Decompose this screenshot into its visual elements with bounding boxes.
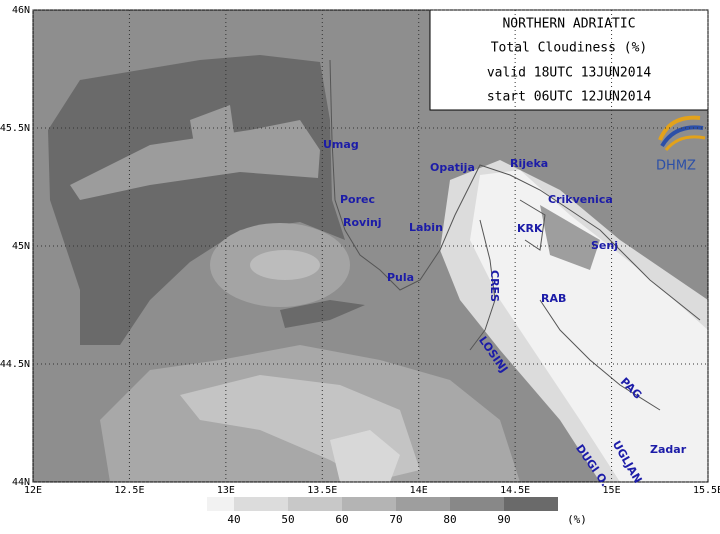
cloud-40 [470, 170, 708, 482]
x-tick-label: 14.5E [500, 485, 530, 496]
legend-level: 90 [497, 513, 510, 526]
legend-swatch [504, 497, 558, 511]
place-label: KRK [517, 222, 543, 235]
x-tick-label: 15.5E [693, 485, 720, 496]
coastline [539, 299, 661, 411]
place-label: Labin [409, 221, 443, 234]
legend-level: 60 [335, 513, 348, 526]
cloud-50 [330, 430, 400, 482]
coastline [469, 219, 496, 351]
place-label: Umag [323, 138, 359, 151]
x-tick-label: 14E [410, 485, 428, 496]
place-label: Rovinj [343, 216, 382, 229]
y-tick-label: 45.5N [0, 123, 30, 134]
legend-level: 40 [227, 513, 240, 526]
header-line: Total Cloudiness (%) [491, 41, 648, 56]
header-line: valid 18UTC 13JUN2014 [487, 66, 652, 81]
place-label: Opatija [430, 161, 475, 174]
y-tick-label: 44.5N [0, 359, 30, 370]
cloud-80 [70, 120, 320, 200]
x-tick-label: 12.5E [114, 485, 144, 496]
y-tick-label: 46N [12, 5, 30, 16]
place-label: Zadar [650, 443, 687, 456]
logo-mark [658, 115, 706, 151]
x-tick-label: 13.5E [307, 485, 337, 496]
legend-swatch [288, 497, 342, 511]
place-label: CRES [488, 270, 501, 302]
place-label: Pula [387, 271, 414, 284]
place-label: Senj [591, 239, 618, 252]
place-label: Crikvenica [548, 193, 613, 206]
cloud-70 [250, 250, 320, 280]
legend-swatch [234, 497, 288, 511]
place-label: RAB [541, 292, 566, 305]
x-tick-label: 15E [603, 485, 621, 496]
legend-swatch [342, 497, 396, 511]
legend-level: 70 [389, 513, 402, 526]
x-tick-label: 12E [24, 485, 42, 496]
y-tick-label: 45N [12, 241, 30, 252]
header-line: NORTHERN ADRIATIC [502, 17, 635, 32]
place-label: Rijeka [510, 157, 548, 170]
legend-swatch [450, 497, 504, 511]
y-tick-label: 44N [12, 477, 30, 488]
header-line: start 06UTC 12JUN2014 [487, 90, 652, 105]
x-tick-label: 13E [217, 485, 235, 496]
coastline [329, 59, 701, 321]
legend-swatch [207, 497, 234, 511]
legend-level: 50 [281, 513, 294, 526]
place-label: Porec [340, 193, 375, 206]
legend-swatch [396, 497, 450, 511]
logo-text: DHMZ [656, 159, 696, 174]
coastline [519, 199, 546, 251]
legend-unit: (%) [567, 513, 587, 526]
cloud-80 [540, 205, 600, 270]
cloud-80 [190, 105, 235, 150]
legend-level: 80 [443, 513, 456, 526]
